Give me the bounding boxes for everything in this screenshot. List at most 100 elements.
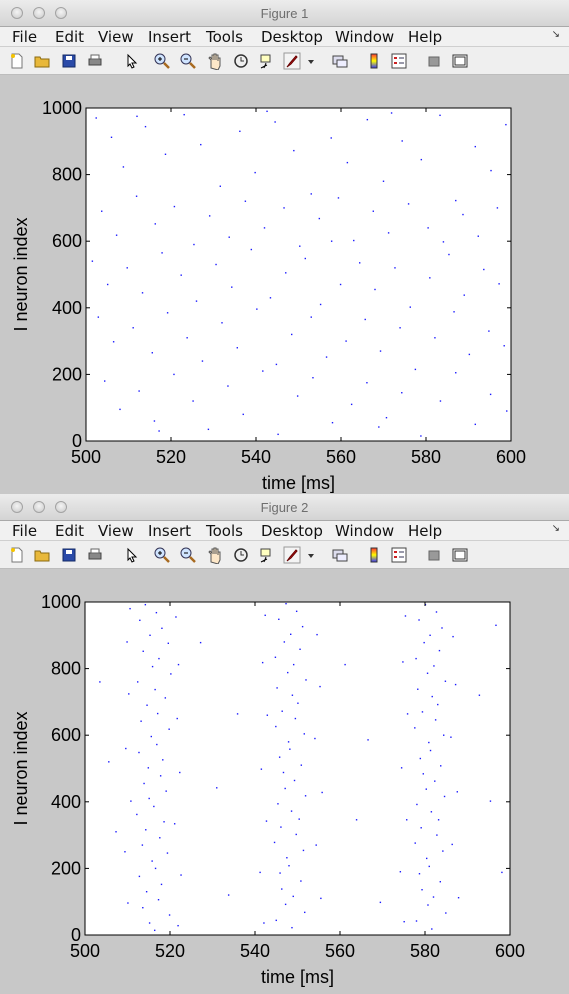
spike-point [221,322,223,324]
spike-point [302,849,305,852]
spike-point [287,741,290,743]
spike-point [425,788,427,790]
title-bar[interactable]: Figure 1 [0,0,569,27]
print-icon[interactable] [86,52,104,70]
hide-plot-tools-icon[interactable] [425,546,443,564]
spike-point [418,619,420,621]
close-window-button[interactable] [11,501,23,513]
dock-arrow-icon[interactable]: ↘ [551,523,560,534]
spike-point [406,819,408,821]
pointer-icon[interactable] [122,52,140,70]
spike-point [159,775,162,777]
spike-point [300,764,303,766]
menu-tools[interactable]: Tools [206,28,243,46]
zoom-out-icon[interactable] [179,546,197,564]
open-file-icon[interactable] [33,546,51,564]
spike-point [434,337,436,339]
spike-point [215,263,217,266]
spike-point [124,851,126,853]
rotate-3d-icon[interactable] [232,52,250,70]
x-tick-label: 560 [326,447,356,467]
spike-point [294,717,297,720]
spike-point [505,123,507,126]
spike-point [183,113,185,116]
legend-icon[interactable] [390,52,408,70]
spike-point [319,685,321,688]
menu-tools[interactable]: Tools [206,522,243,540]
spike-point [444,680,447,682]
zoom-out-icon[interactable] [179,52,197,70]
spike-point [177,663,180,666]
menu-help[interactable]: Help [408,522,443,540]
spike-point [379,350,382,352]
zoom-in-icon[interactable] [153,546,171,564]
spike-point [442,850,444,852]
pan-icon[interactable] [206,52,224,70]
spike-point [266,110,268,113]
spike-point [428,741,430,744]
menu-insert[interactable]: Insert [148,28,192,46]
spike-point [330,240,333,242]
menu-insert[interactable]: Insert [148,522,192,540]
brush-dropdown-icon[interactable] [306,546,316,564]
rotate-3d-icon[interactable] [232,546,250,564]
menu-window[interactable]: Window [335,522,395,540]
spike-point [401,140,403,142]
brush-icon[interactable] [283,546,301,564]
zoom-in-icon[interactable] [153,52,171,70]
menu-help[interactable]: Help [408,28,443,46]
menu-window[interactable]: Window [335,28,395,46]
zoom-window-button[interactable] [55,501,67,513]
spike-point [95,117,97,119]
spike-point [275,363,278,366]
hide-plot-tools-icon[interactable] [425,52,443,70]
menu-view[interactable]: View [98,28,134,46]
data-cursor-icon[interactable] [258,52,276,70]
pan-icon[interactable] [206,546,224,564]
menu-file[interactable]: File [12,28,38,46]
dock-arrow-icon[interactable]: ↘ [551,29,560,40]
spike-point [400,767,403,769]
save-icon[interactable] [60,52,78,70]
menu-edit[interactable]: Edit [55,522,85,540]
print-icon[interactable] [86,546,104,564]
link-plot-icon[interactable] [331,52,349,70]
zoom-window-button[interactable] [55,7,67,19]
menu-edit[interactable]: Edit [55,28,85,46]
spike-point [176,717,178,720]
link-plot-icon[interactable] [331,546,349,564]
brush-dropdown-icon[interactable] [306,52,316,70]
legend-icon[interactable] [390,546,408,564]
spike-point [146,704,148,706]
new-figure-icon[interactable] [8,546,26,564]
spike-point [445,912,447,914]
pointer-icon[interactable] [122,546,140,564]
close-window-button[interactable] [11,7,23,19]
spike-point [435,611,438,613]
spike-point [200,143,202,146]
spike-point [299,245,301,247]
open-file-icon[interactable] [33,52,51,70]
new-figure-icon[interactable] [8,52,26,70]
menu-file[interactable]: File [12,522,38,540]
spike-point [244,200,247,202]
show-plot-tools-icon[interactable] [451,546,469,564]
colorbar-icon[interactable] [365,546,383,564]
brush-icon[interactable] [283,52,301,70]
spike-point [277,803,279,805]
spike-point [430,811,433,813]
menu-view[interactable]: View [98,522,134,540]
minimize-window-button[interactable] [33,501,45,513]
menu-desktop[interactable]: Desktop [261,522,323,540]
spike-point [115,234,118,236]
save-icon[interactable] [60,546,78,564]
title-bar[interactable]: Figure 2 [0,494,569,521]
y-tick-label: 1000 [41,592,81,612]
menu-desktop[interactable]: Desktop [261,28,323,46]
colorbar-icon[interactable] [365,52,383,70]
spike-point [426,857,428,860]
data-cursor-icon[interactable] [258,546,276,564]
minimize-window-button[interactable] [33,7,45,19]
figure-toolbar [0,541,569,569]
show-plot-tools-icon[interactable] [451,52,469,70]
